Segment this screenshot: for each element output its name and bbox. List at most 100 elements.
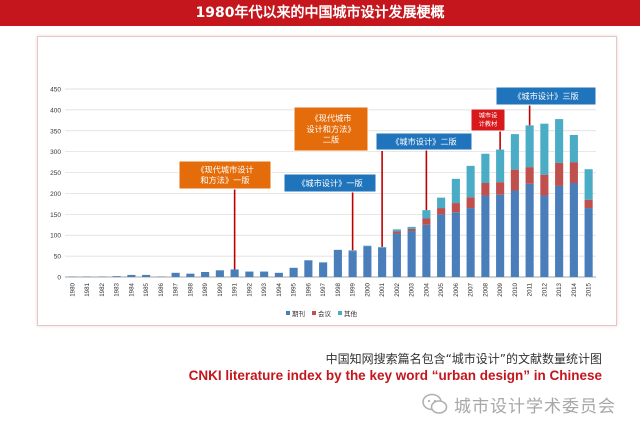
x-tick-label: 1987 (173, 282, 180, 296)
x-tick-label: 1999 (350, 282, 357, 296)
bar-segment (496, 149, 505, 183)
bar-segment (289, 267, 298, 277)
bar-segment (422, 210, 431, 219)
x-tick-label: 1980 (69, 282, 76, 296)
bar-segment (466, 208, 475, 277)
y-tick-label: 450 (50, 87, 61, 94)
annotation-box (283, 173, 377, 193)
annotation-text: 二版 (323, 135, 339, 145)
y-tick-label: 50 (54, 254, 62, 261)
bar-segment (540, 195, 549, 277)
y-tick-label: 400 (50, 107, 61, 114)
x-tick-label: 1993 (261, 282, 268, 296)
bar-segment (392, 231, 401, 234)
legend-label: 期刊 (292, 310, 305, 318)
bar-segment (348, 250, 357, 252)
bar-segment (496, 194, 505, 277)
bar-segment (451, 178, 460, 204)
legend: 期刊 会议 其他 (286, 309, 358, 318)
x-tick-label: 1985 (143, 282, 150, 296)
x-tick-label: 2006 (453, 282, 460, 296)
annotation-box (470, 108, 506, 132)
bar-segment (304, 260, 313, 277)
bar-segment (584, 169, 593, 200)
bar-segment (510, 169, 519, 191)
bar-segment (363, 246, 372, 277)
x-tick-label: 1982 (99, 282, 106, 296)
annotation-text: 计教材 (479, 120, 498, 128)
x-tick-label: 2007 (468, 282, 475, 296)
bar-segment (525, 125, 534, 168)
chart-caption-english: CNKI literature index by the key word “u… (188, 368, 602, 383)
header-bar: 1980年代以来的中国城市设计发展梗概 (0, 0, 640, 26)
y-tick-label: 200 (50, 191, 61, 198)
annotation-callout: 《城市设计》二版 (375, 132, 473, 211)
annotation-text: 《城市设计》一版 (297, 178, 363, 188)
watermark: 城市设计学术委员会 (422, 389, 616, 419)
bar-segment (481, 153, 490, 183)
bar-segment (437, 197, 446, 209)
bar-segment (274, 272, 283, 277)
x-tick-label: 1998 (335, 282, 342, 296)
x-tick-label: 2009 (497, 282, 504, 296)
bar-segment (466, 165, 475, 198)
x-tick-label: 2015 (586, 282, 593, 296)
watermark-text: 城市设计学术委员会 (454, 396, 616, 417)
bar-segment (407, 226, 416, 229)
x-tick-label: 1995 (291, 282, 298, 296)
annotation-text: 城市设 (479, 112, 498, 120)
bar-segment (540, 123, 549, 175)
x-tick-label: 2004 (423, 282, 430, 296)
x-tick-label: 1994 (276, 282, 283, 296)
bar-segment (378, 247, 387, 277)
bar-segment (392, 229, 401, 232)
bar-segment (510, 134, 519, 170)
annotation-box (495, 86, 597, 106)
x-tick-label: 2001 (379, 282, 386, 296)
bar-segment (510, 190, 519, 277)
bar-segment (525, 167, 534, 184)
x-tick-label: 1992 (246, 282, 253, 296)
bar-segment (186, 273, 195, 277)
bar-segment (555, 185, 564, 277)
bar-segment (407, 228, 416, 232)
y-tick-label: 100 (50, 233, 61, 240)
bar-segment (437, 208, 446, 215)
x-tick-label: 1984 (128, 282, 135, 296)
bar-segment (481, 183, 490, 196)
x-tick-label: 1991 (232, 282, 239, 296)
bar-segment (569, 162, 578, 183)
chart-panel: 0 50 100 150 200 250 300 350 400 450 1980 1981 1982 1… (37, 36, 617, 326)
bar-segment (525, 183, 534, 277)
annotation-text: 设计和方法》 (306, 124, 355, 134)
chart-caption-chinese: 中国知网搜索篇名包含“城市设计”的文献数量统计图 (325, 352, 602, 366)
bar-segment (260, 271, 269, 277)
legend-label: 其他 (344, 309, 358, 318)
page-title: 1980年代以来的中国城市设计发展梗概 (195, 5, 445, 21)
x-tick-label: 1989 (202, 282, 209, 296)
bar-segment (127, 274, 136, 277)
bar-segment (555, 162, 564, 186)
annotation-callout: 《城市设计》一版 (283, 173, 377, 251)
annotation-text: 《现代城市 (311, 113, 352, 123)
bar-segment (348, 251, 357, 277)
bar-segment (466, 197, 475, 209)
bar-segment (451, 212, 460, 277)
annotation-text: 《现代城市设计 (196, 165, 253, 175)
legend-swatch (286, 311, 290, 315)
bar-segment (392, 233, 401, 277)
y-tick-label: 350 (50, 128, 61, 135)
bar-segment (437, 214, 446, 277)
annotation-text: 《城市设计》三版 (513, 91, 579, 101)
x-tick-label: 1988 (187, 282, 194, 296)
bar-segment (451, 203, 460, 213)
x-tick-label: 1981 (84, 282, 91, 296)
bar-segment (112, 276, 121, 277)
x-tick-label: 1990 (217, 282, 224, 296)
annotation-text: 和方法》一版 (200, 175, 249, 185)
y-tick-label: 150 (50, 212, 61, 219)
x-tick-label: 2013 (556, 282, 563, 296)
